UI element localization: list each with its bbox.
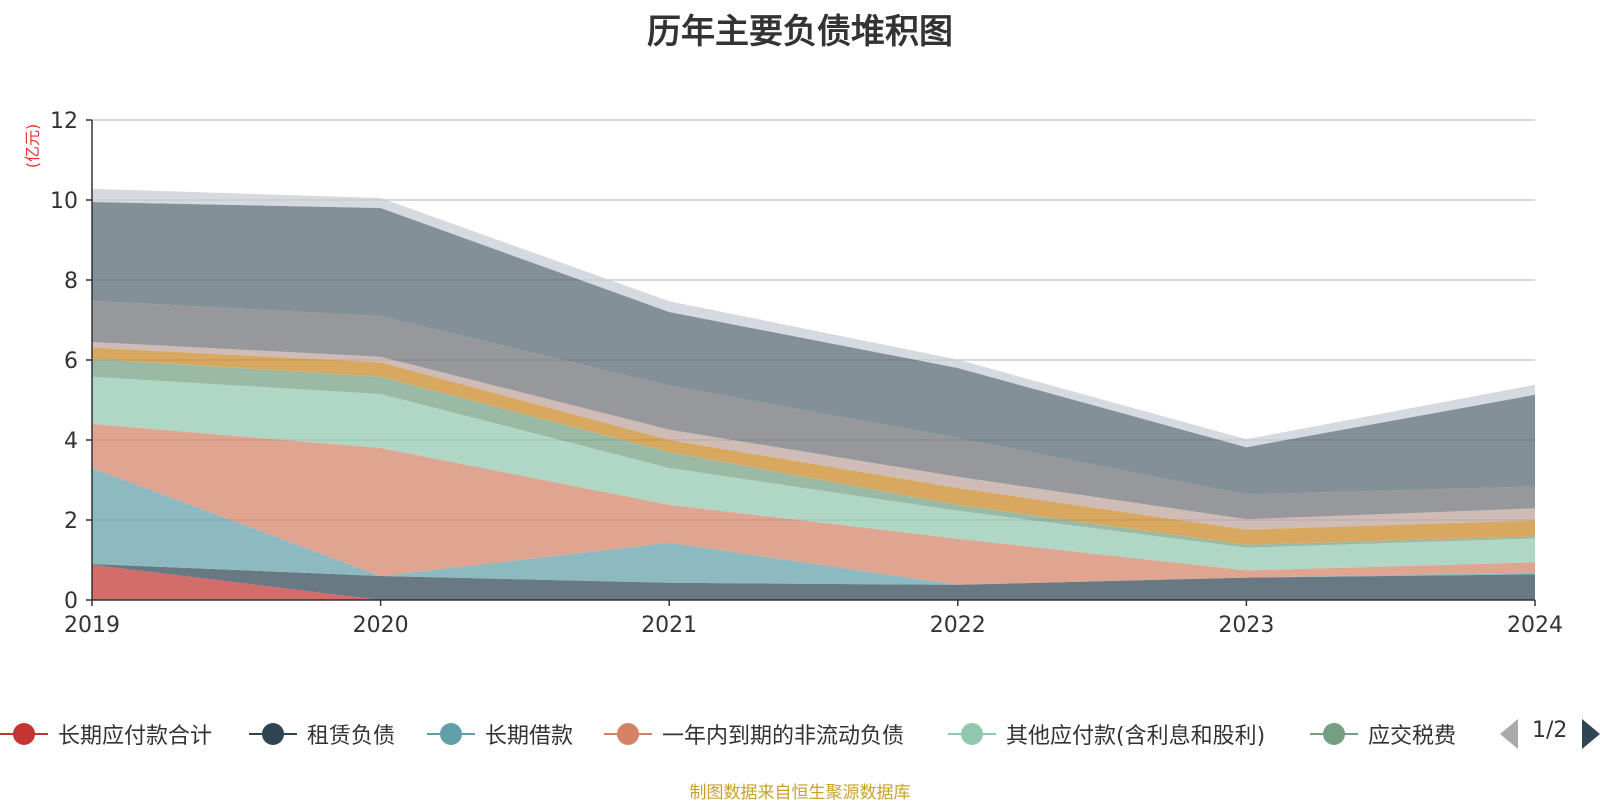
area-series-应交税费[interactable] xyxy=(92,358,1535,548)
x-tick-label: 2024 xyxy=(1507,613,1563,638)
area-series-其他应付款(含利息和股利)[interactable] xyxy=(92,376,1535,571)
y-tick-label: 10 xyxy=(50,189,78,214)
y-tick-label: 4 xyxy=(64,429,78,454)
legend-label: 长期应付款合计 xyxy=(58,724,213,749)
y-tick-label: 0 xyxy=(64,589,78,614)
legend-item[interactable]: 租赁负债 xyxy=(249,714,395,754)
legend-item[interactable]: 其他应付款(含利息和股利) xyxy=(948,714,1265,754)
data-source-note: 制图数据来自恒生聚源数据库 xyxy=(689,783,911,803)
x-tick-label: 2020 xyxy=(353,613,409,638)
y-tick-label: 6 xyxy=(64,349,78,374)
x-tick-label: 2023 xyxy=(1218,613,1274,638)
legend-symbol-icon xyxy=(249,714,297,754)
legend-label: 一年内到期的非流动负债 xyxy=(662,724,905,749)
y-axis-unit: (亿元) xyxy=(23,124,42,169)
area-series-短期借款[interactable] xyxy=(92,300,1535,520)
legend-label: 其他应付款(含利息和股利) xyxy=(1006,724,1266,749)
legend-label: 长期借款 xyxy=(485,724,574,749)
stacked-areas xyxy=(92,188,1535,600)
y-tick-label: 2 xyxy=(64,509,78,534)
legend-next-page-icon[interactable] xyxy=(1582,719,1600,749)
area-series-一年内到期的非流动负债[interactable] xyxy=(92,424,1535,585)
legend-symbol-icon xyxy=(948,714,996,754)
x-tick-label: 2019 xyxy=(64,613,120,638)
area-series-租赁负债[interactable] xyxy=(92,564,1535,600)
legend-pager: 1/2 xyxy=(1500,714,1600,754)
y-tick-label: 8 xyxy=(64,269,78,294)
legend-label: 租赁负债 xyxy=(307,724,396,749)
legend: 长期应付款合计 租赁负债 长期借款 一年内到期的非流动负债 其他应付款(含利息和股利) 应… xyxy=(0,714,1600,754)
area-series-长期应付款合计[interactable] xyxy=(92,564,1535,600)
legend-label: 应交税费 xyxy=(1368,724,1457,749)
area-series-合同负债[interactable] xyxy=(92,202,1535,495)
x-tick-label: 2022 xyxy=(930,613,986,638)
legend-prev-page-icon[interactable] xyxy=(1500,719,1518,749)
legend-page-indicator: 1/2 xyxy=(1532,718,1568,743)
legend-item[interactable]: 一年内到期的非流动负债 xyxy=(604,714,904,754)
y-tick-label: 12 xyxy=(50,109,78,134)
legend-symbol-icon xyxy=(427,714,475,754)
legend-symbol-icon xyxy=(1310,714,1358,754)
legend-item[interactable]: 长期借款 xyxy=(427,714,573,754)
chart-title: 历年主要负债堆积图 xyxy=(647,12,953,52)
legend-item[interactable]: 应交税费 xyxy=(1310,714,1456,754)
legend-symbol-icon xyxy=(0,714,48,754)
legend-symbol-icon xyxy=(604,714,652,754)
legend-item[interactable]: 长期应付款合计 xyxy=(0,714,212,754)
axis-labels: 0 2 4 6 8 10 12 2019 2020 2021 2022 2023 2024 xyxy=(50,109,1563,638)
area-series-应付账款[interactable] xyxy=(92,347,1535,545)
x-tick-label: 2021 xyxy=(641,613,697,638)
